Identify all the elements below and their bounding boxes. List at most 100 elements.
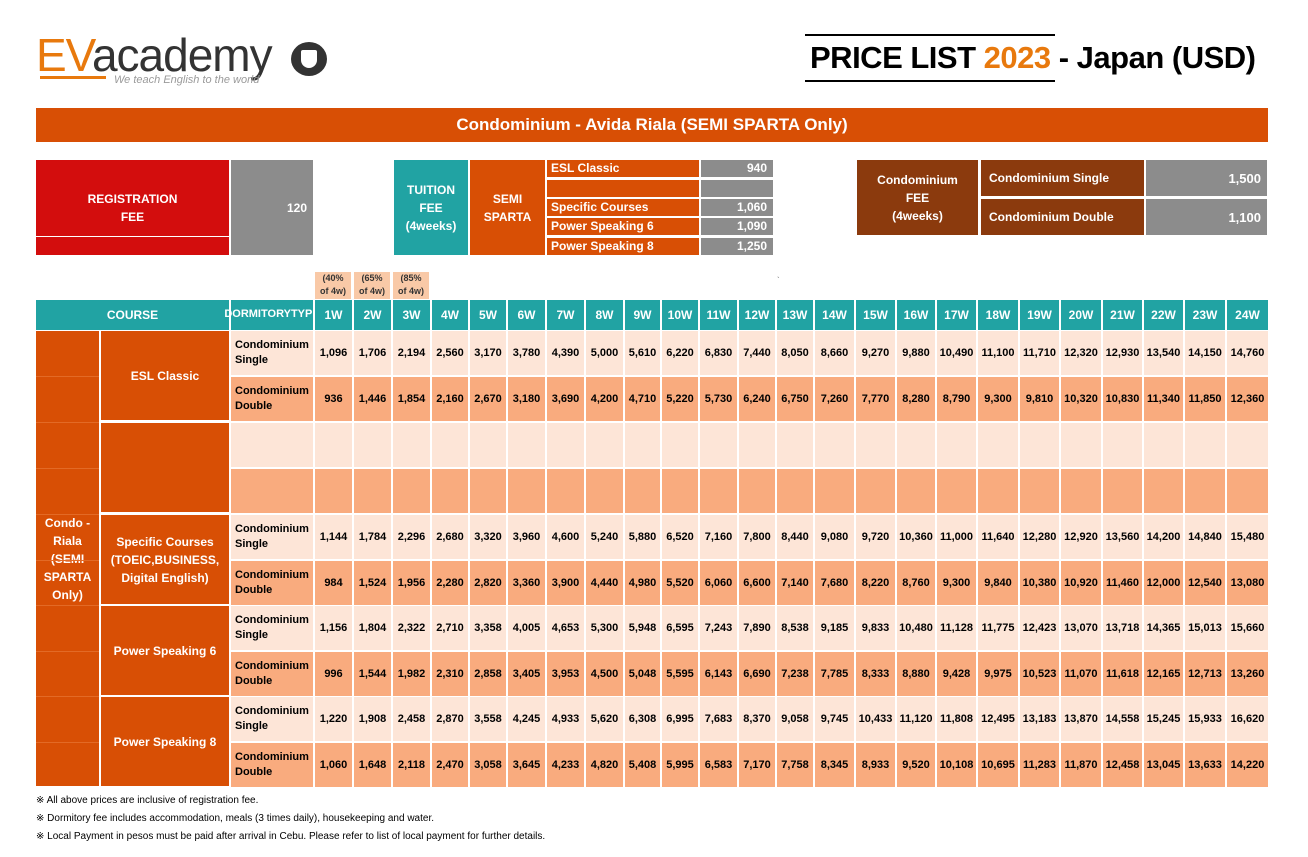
price-cell: 11,000 bbox=[937, 515, 976, 559]
course-name-line: Digital English) bbox=[121, 570, 209, 585]
price-cell bbox=[625, 469, 660, 513]
dormitory-type-cell: Condominium Double bbox=[231, 377, 313, 421]
header-week: 18W bbox=[978, 300, 1018, 330]
discount-line2: of 4w) bbox=[359, 286, 385, 296]
price-cell: 15,660 bbox=[1227, 606, 1268, 650]
dorm-line2: Double bbox=[235, 675, 273, 687]
price-cell bbox=[393, 469, 430, 513]
price-cell: 2,296 bbox=[393, 515, 430, 559]
price-cell: 6,690 bbox=[739, 652, 775, 696]
price-cell bbox=[978, 423, 1018, 467]
header-week: 6W bbox=[508, 300, 545, 330]
price-cell: 12,000 bbox=[1144, 561, 1183, 605]
price-cell: 2,194 bbox=[393, 331, 430, 375]
course-name-cell bbox=[101, 423, 229, 512]
price-cell: 8,933 bbox=[856, 743, 895, 787]
price-cell bbox=[978, 469, 1018, 513]
price-cell: 7,243 bbox=[700, 606, 737, 650]
discount-note-1w: (40% of 4w) bbox=[315, 272, 351, 299]
price-cell: 7,758 bbox=[777, 743, 813, 787]
course-name-cell: ESL Classic bbox=[101, 331, 229, 420]
price-cell bbox=[1103, 423, 1142, 467]
dorm-line2: Double bbox=[235, 766, 273, 778]
price-cell: 13,560 bbox=[1103, 515, 1142, 559]
price-cell bbox=[662, 423, 698, 467]
price-cell bbox=[1227, 423, 1268, 467]
header-dormitory-type: DORMITORY TYPE bbox=[224, 300, 320, 330]
price-cell: 2,680 bbox=[432, 515, 468, 559]
price-cell: 11,618 bbox=[1103, 652, 1142, 696]
tuition-course-name: ESL Classic bbox=[547, 160, 699, 177]
price-cell: 7,683 bbox=[700, 697, 737, 741]
header-week: 4W bbox=[432, 300, 468, 330]
price-cell bbox=[777, 469, 813, 513]
condo-label-line3: (4weeks) bbox=[892, 208, 943, 223]
dormitory-type-cell: Condominium Single bbox=[231, 697, 313, 741]
price-cell: 8,790 bbox=[937, 377, 976, 421]
price-cell: 1,784 bbox=[354, 515, 391, 559]
price-cell bbox=[662, 469, 698, 513]
price-cell: 9,833 bbox=[856, 606, 895, 650]
tuition-course-value: 940 bbox=[701, 160, 773, 177]
price-cell bbox=[1185, 423, 1225, 467]
price-cell: 9,428 bbox=[937, 652, 976, 696]
dormitory-type-cell: Condominium Single bbox=[231, 606, 313, 650]
condo-label-line1: Condominium bbox=[877, 172, 958, 187]
price-cell bbox=[547, 423, 584, 467]
header-week: 20W bbox=[1061, 300, 1101, 330]
price-cell: 1,096 bbox=[315, 331, 352, 375]
tuition-course-name bbox=[547, 180, 699, 197]
price-cell: 14,150 bbox=[1185, 331, 1225, 375]
price-cell: 7,770 bbox=[856, 377, 895, 421]
stray-mark: ` bbox=[777, 276, 780, 285]
price-cell: 13,070 bbox=[1061, 606, 1101, 650]
price-cell: 12,713 bbox=[1185, 652, 1225, 696]
price-cell: 13,633 bbox=[1185, 743, 1225, 787]
price-cell: 1,804 bbox=[354, 606, 391, 650]
price-cell: 2,118 bbox=[393, 743, 430, 787]
price-cell: 11,640 bbox=[978, 515, 1018, 559]
logo-mark-icon bbox=[291, 42, 327, 76]
price-cell: 3,780 bbox=[508, 331, 545, 375]
price-cell: 936 bbox=[315, 377, 352, 421]
price-cell: 6,240 bbox=[739, 377, 775, 421]
price-cell: 11,340 bbox=[1144, 377, 1183, 421]
price-cell bbox=[856, 423, 895, 467]
header-week: 13W bbox=[777, 300, 813, 330]
dorm-line1: Condominium bbox=[235, 613, 309, 626]
footnote: ※ Dormitory fee includes accommodation, … bbox=[36, 813, 435, 824]
header-week: 14W bbox=[815, 300, 854, 330]
condo-type-value: 1,100 bbox=[1146, 199, 1267, 235]
price-cell: 3,358 bbox=[470, 606, 506, 650]
logo-underline bbox=[40, 76, 106, 79]
price-cell bbox=[470, 423, 506, 467]
tuition-mode-line1: SEMI bbox=[492, 191, 523, 206]
price-cell: 4,245 bbox=[508, 697, 545, 741]
price-cell: 2,710 bbox=[432, 606, 468, 650]
discount-line2: of 4w) bbox=[398, 286, 424, 296]
price-cell: 9,080 bbox=[815, 515, 854, 559]
location-line: Condo - bbox=[44, 515, 91, 530]
location-row-line bbox=[36, 376, 99, 377]
price-cell: 11,775 bbox=[978, 606, 1018, 650]
header-week: 12W bbox=[739, 300, 775, 330]
price-cell: 14,840 bbox=[1185, 515, 1225, 559]
price-cell: 10,480 bbox=[897, 606, 935, 650]
dorm-line2: Double bbox=[235, 400, 273, 412]
dormitory-type-cell bbox=[231, 469, 313, 513]
price-cell: 8,760 bbox=[897, 561, 935, 605]
price-cell: 7,260 bbox=[815, 377, 854, 421]
discount-line1: (40% bbox=[322, 273, 344, 283]
price-cell: 13,540 bbox=[1144, 331, 1183, 375]
price-cell: 6,220 bbox=[662, 331, 698, 375]
header-week: 9W bbox=[625, 300, 660, 330]
price-cell: 12,423 bbox=[1020, 606, 1059, 650]
price-cell: 9,810 bbox=[1020, 377, 1059, 421]
price-cell bbox=[815, 469, 854, 513]
dorm-line2: Single bbox=[235, 538, 269, 550]
location-line: SPARTA bbox=[43, 569, 92, 584]
tuition-label-line3: (4weeks) bbox=[405, 218, 457, 233]
dormitory-type-cell: Condominium Single bbox=[231, 515, 313, 559]
discount-note-2w: (65% of 4w) bbox=[354, 272, 390, 299]
tuition-label-line1: TUITION bbox=[406, 182, 455, 197]
